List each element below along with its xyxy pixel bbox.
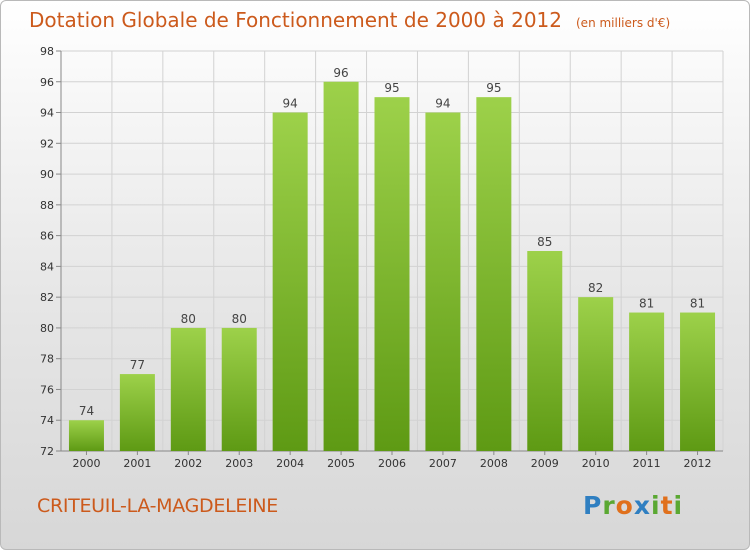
x-tick-label: 2007 <box>429 457 457 470</box>
bar <box>578 297 614 451</box>
y-tick-label: 74 <box>40 414 54 427</box>
bar <box>272 112 308 452</box>
y-tick-label: 90 <box>40 168 54 181</box>
bars <box>68 81 716 452</box>
bar <box>374 97 410 452</box>
y-tick-label: 76 <box>40 383 54 396</box>
data-labels: 74 77 80 80 94 96 95 94 95 85 82 81 81 <box>79 66 705 418</box>
data-label: 81 <box>690 297 705 311</box>
x-tick-label: 2006 <box>378 457 406 470</box>
y-tick-label: 98 <box>40 45 54 58</box>
data-label: 81 <box>639 297 654 311</box>
data-label: 80 <box>232 312 247 326</box>
bar <box>476 97 512 452</box>
proxiti-logo: Proxiti <box>583 491 684 520</box>
chart-title-text: Dotation Globale de Fonctionnement de 20… <box>29 8 562 32</box>
data-label: 95 <box>384 81 399 95</box>
bar <box>425 112 461 452</box>
y-tick-label: 94 <box>40 107 54 120</box>
data-label: 80 <box>181 312 196 326</box>
y-tick-label: 86 <box>40 230 54 243</box>
x-tick-label: 2004 <box>276 457 304 470</box>
chart-unit: (en milliers d'€) <box>576 16 671 30</box>
x-tick-label: 2012 <box>684 457 712 470</box>
x-tick-label: 2005 <box>327 457 355 470</box>
data-label: 95 <box>486 81 501 95</box>
chart-title: Dotation Globale de Fonctionnement de 20… <box>29 8 670 32</box>
data-label: 85 <box>537 235 552 249</box>
commune-name: CRITEUIL-LA-MAGDELEINE <box>37 495 278 517</box>
data-label: 96 <box>333 66 348 80</box>
bar <box>527 251 563 451</box>
x-tick-label: 2001 <box>123 457 151 470</box>
y-tick-label: 84 <box>40 260 54 273</box>
bar <box>119 374 155 451</box>
y-tick-label: 88 <box>40 199 54 212</box>
data-label: 74 <box>79 404 94 418</box>
x-tick-label: 2008 <box>480 457 508 470</box>
bar <box>629 312 665 451</box>
bar <box>680 312 716 451</box>
data-label: 94 <box>283 97 298 111</box>
x-tick-label: 2011 <box>633 457 661 470</box>
x-tick-label: 2010 <box>582 457 610 470</box>
y-tick-label: 78 <box>40 353 54 366</box>
x-tick-label: 2000 <box>72 457 100 470</box>
y-tick-label: 96 <box>40 76 54 89</box>
y-tick-label: 92 <box>40 137 54 150</box>
bar <box>170 327 206 451</box>
data-label: 94 <box>435 97 450 111</box>
bar <box>323 81 359 452</box>
data-label: 77 <box>130 358 145 372</box>
y-tick-label: 82 <box>40 291 54 304</box>
y-tick-label: 72 <box>40 445 54 458</box>
data-label: 82 <box>588 281 603 295</box>
x-tick-label: 2009 <box>531 457 559 470</box>
bar <box>68 420 104 451</box>
y-tick-label: 80 <box>40 322 54 335</box>
bar <box>221 327 257 451</box>
x-tick-label: 2002 <box>174 457 202 470</box>
x-tick-label: 2003 <box>225 457 253 470</box>
